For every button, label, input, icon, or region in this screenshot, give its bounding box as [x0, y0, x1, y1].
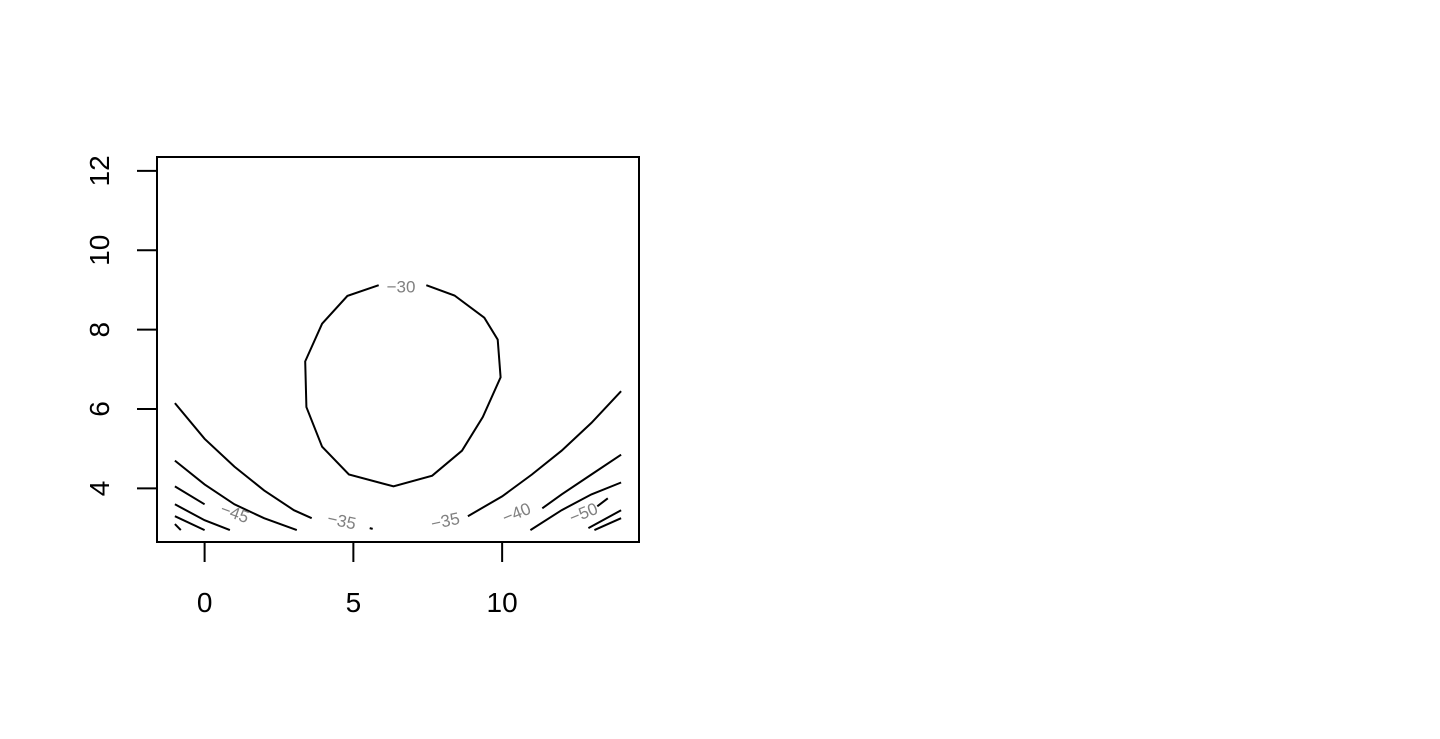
y-tick-label: 8 — [84, 322, 115, 338]
y-axis: 4 6 8 10 12 — [84, 155, 158, 497]
contour-labels: −30−35 −35 −40−45 −50 — [218, 277, 601, 533]
contour-line-m45-0 — [174, 485, 206, 506]
x-tick-label: 0 — [197, 587, 213, 618]
contour-line-m30-0 — [304, 284, 502, 488]
contour-line-m45-2 — [174, 515, 206, 532]
contour-line-m40-0 — [174, 459, 298, 532]
contour-line-m50-0 — [596, 497, 609, 508]
contour-lines — [174, 284, 622, 532]
x-axis: 0 5 10 — [197, 541, 518, 618]
contour-line-m40-2 — [529, 481, 622, 531]
contour-line-m45-3 — [174, 523, 182, 531]
contour-label-3: −40 — [500, 499, 534, 527]
contour-line-m35-0 — [174, 402, 313, 520]
contour-label-1: −35 — [326, 509, 358, 534]
contour-line-m35-1 — [369, 527, 373, 530]
contour-label-2: −35 — [429, 509, 461, 534]
y-tick-label: 4 — [84, 481, 115, 497]
y-tick-label: 12 — [84, 155, 115, 186]
y-tick-label: 6 — [84, 401, 115, 417]
contour-label-4: −45 — [218, 499, 252, 527]
x-tick-label: 10 — [487, 587, 518, 618]
contour-line-m40-1 — [541, 453, 622, 510]
y-tick-label: 10 — [84, 235, 115, 266]
contour-line-m50-1 — [587, 509, 622, 529]
x-tick-label: 5 — [346, 587, 362, 618]
contour-line-m35-2 — [467, 390, 622, 518]
contour-line-m50-2 — [593, 517, 622, 532]
contour-line-m45-1 — [174, 503, 231, 532]
contour-label-0: −30 — [387, 277, 416, 296]
